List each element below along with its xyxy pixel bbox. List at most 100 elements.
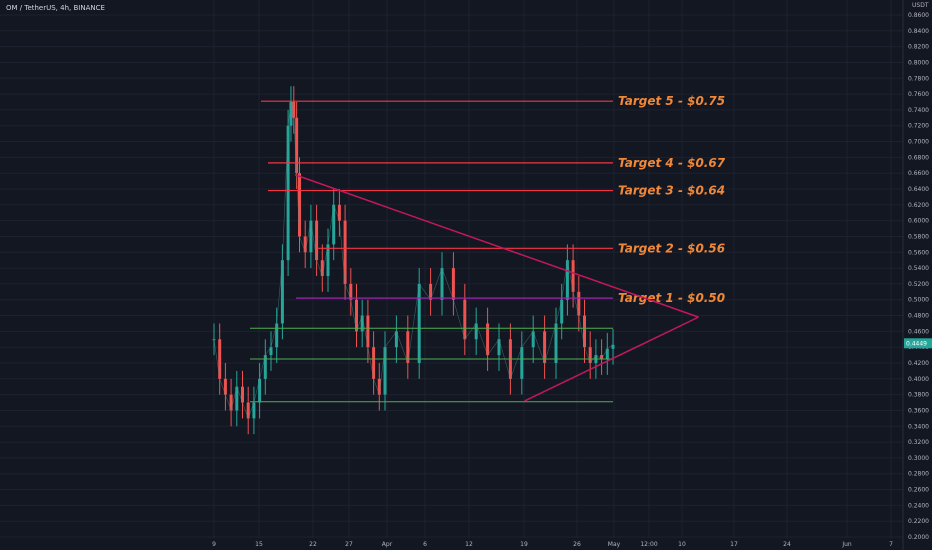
candle-body	[320, 260, 324, 276]
y-tick-label: 0.3600	[908, 407, 929, 414]
candle-body	[565, 260, 569, 300]
y-tick-label: 0.6600	[908, 170, 929, 177]
candle-body	[218, 339, 222, 379]
candle-body	[406, 331, 410, 363]
y-tick-label: 0.3800	[908, 392, 929, 399]
y-tick-label: 0.6800	[908, 154, 929, 161]
x-tick-label: 15	[255, 541, 263, 548]
triangle-lower-line	[524, 316, 699, 402]
candle-body	[440, 268, 444, 300]
candle-body	[355, 299, 358, 332]
candle-body	[269, 347, 273, 356]
candle-body	[571, 260, 575, 292]
candle-body	[463, 299, 467, 340]
x-tick-label: 12	[465, 541, 473, 548]
candle-body	[235, 386, 239, 411]
target-label: Target 4 - $0.67	[618, 156, 726, 170]
candle-body	[366, 315, 370, 348]
candle-body	[588, 347, 592, 363]
candle-body	[383, 347, 387, 395]
x-tick-label: 17	[730, 541, 738, 548]
time-axis: 9 15 22 27 Apr 6 12 19 26 May 12:00 10 17 24 Jun 7	[212, 541, 893, 548]
candle-body	[309, 220, 313, 253]
candle-body	[605, 348, 609, 360]
candle-body	[246, 402, 250, 419]
x-tick-label: Apr	[382, 541, 393, 548]
y-tick-label: 0.4800	[908, 313, 929, 320]
y-tick-label: 0.8400	[908, 28, 929, 35]
candle-body	[583, 315, 586, 348]
candle-body	[377, 378, 381, 395]
y-tick-label: 0.6000	[908, 218, 929, 225]
grid	[0, 0, 903, 538]
y-tick-label: 0.8200	[908, 44, 929, 51]
target-label: Target 1 - $0.50	[618, 291, 725, 305]
y-tick-label: 0.5600	[908, 249, 929, 256]
y-tick-label: 0.7800	[908, 75, 929, 82]
candle-body	[417, 283, 421, 363]
x-tick-label: 19	[520, 541, 528, 548]
x-tick-label: 27	[345, 541, 353, 548]
candle-body	[223, 378, 227, 395]
candle-body	[600, 355, 604, 360]
candle-body	[258, 378, 262, 403]
y-tick-label: 0.3200	[908, 439, 929, 446]
x-tick-label: 12:00	[640, 541, 657, 548]
candle-body	[611, 344, 615, 349]
x-tick-label: 22	[309, 541, 317, 548]
target-label: Target 5 - $0.75	[618, 94, 725, 108]
y-tick-label: 0.4200	[908, 360, 929, 367]
candle-body	[280, 260, 284, 324]
candle-body	[520, 347, 524, 379]
candle-body	[372, 347, 376, 379]
candle-body	[298, 173, 301, 237]
target-label: Target 3 - $0.64	[618, 184, 725, 198]
y-tick-label: 0.2800	[908, 471, 929, 478]
candle-body	[497, 339, 501, 356]
y-tick-label: 0.5200	[908, 281, 929, 288]
target-levels: Target 5 - $0.75 Target 4 - $0.67 Target 3…	[261, 94, 726, 305]
y-tick-label: 0.4000	[908, 376, 929, 383]
candle-body	[543, 331, 547, 363]
x-tick-label: 24	[783, 541, 791, 548]
candle-body	[332, 204, 336, 245]
y-tick-label: 0.7400	[908, 107, 929, 114]
y-tick-label: 0.3000	[908, 455, 929, 462]
triangle-upper-line	[294, 174, 699, 318]
y-tick-label: 0.5800	[908, 233, 929, 240]
candle-body	[429, 283, 433, 300]
symbol-title: OM / TetherUS, 4h, BINANCE	[6, 4, 105, 12]
y-tick-label: 0.5000	[908, 297, 929, 304]
candle-body	[349, 283, 353, 300]
candle-body	[337, 204, 341, 221]
price-series	[212, 86, 615, 435]
candle-body	[241, 386, 244, 403]
target-label: Target 2 - $0.56	[618, 241, 725, 255]
y-tick-label: 0.6400	[908, 186, 929, 193]
candle-body	[229, 394, 233, 411]
candle-body	[451, 268, 455, 300]
candle-body	[292, 102, 296, 118]
candle-body	[394, 331, 398, 348]
x-tick-label: May	[608, 541, 621, 548]
y-tick-label: 0.6200	[908, 202, 929, 209]
triangle-pattern	[294, 174, 699, 402]
price-line	[213, 101, 614, 420]
y-unit-label: USDT	[912, 2, 929, 9]
candle-body	[263, 355, 267, 379]
candle-body	[343, 220, 347, 284]
current-price-label: 0.4449	[906, 340, 927, 347]
price-axis: 0.8600 0.8400 0.8200 0.8000 0.7800 0.7600 0.74…	[902, 0, 932, 550]
candle-body	[295, 117, 299, 174]
candle-body	[286, 125, 290, 261]
y-tick-label: 0.2400	[908, 502, 929, 509]
y-tick-label: 0.7200	[908, 123, 929, 130]
candle-body	[486, 323, 490, 356]
x-tick-label: 26	[573, 541, 581, 548]
candle-body	[326, 244, 330, 276]
x-tick-label: 6	[423, 541, 427, 548]
candle-body	[275, 323, 279, 348]
